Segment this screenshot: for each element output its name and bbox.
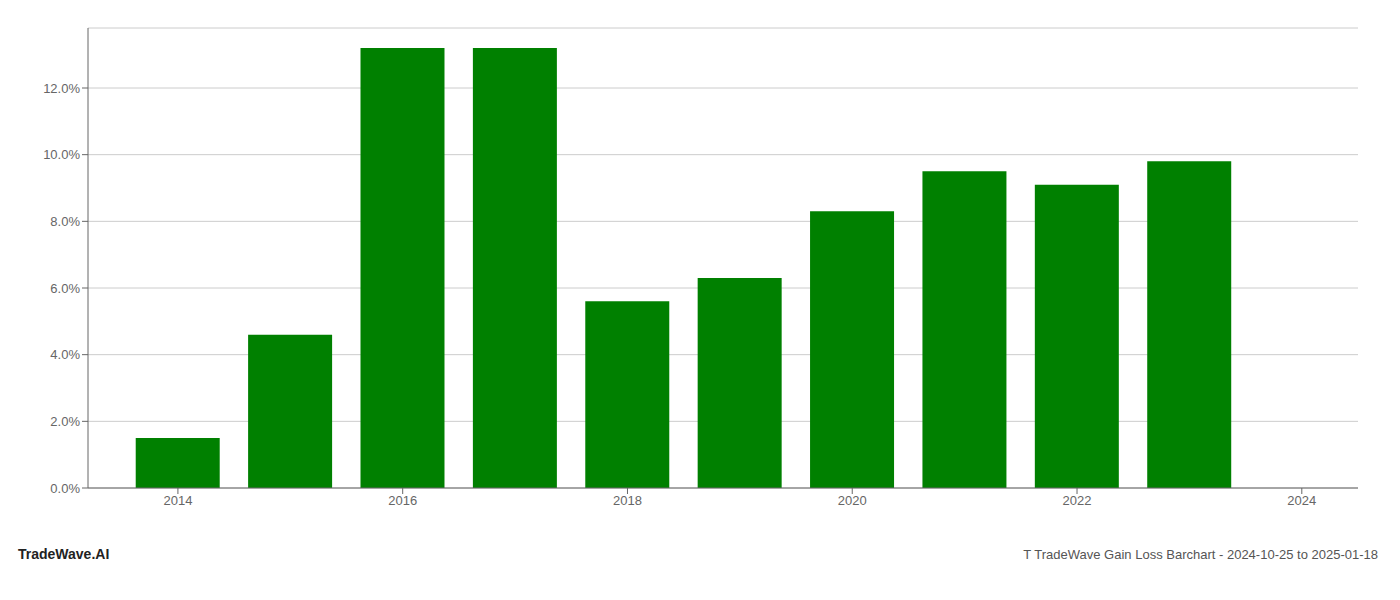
- html-text:T TradeWave Gain Loss Barchart: T TradeWave Gain Loss Barchart - 2024-10…: [1023, 547, 1378, 562]
- svg-text:6.0%: 6.0%: [50, 281, 80, 296]
- svg-text:2016: 2016: [388, 493, 417, 508]
- html-text:TradeWave.AI: TradeWave.AI: [18, 546, 110, 562]
- svg-text:4.0%: 4.0%: [50, 347, 80, 362]
- svg-text:2.0%: 2.0%: [50, 414, 80, 429]
- svg-text:0.0%: 0.0%: [50, 481, 80, 496]
- svg-text:2022: 2022: [1063, 493, 1092, 508]
- svg-text:2014: 2014: [163, 493, 192, 508]
- svg-text:10.0%: 10.0%: [43, 147, 80, 162]
- svg-text:8.0%: 8.0%: [50, 214, 80, 229]
- svg-text:2018: 2018: [613, 493, 642, 508]
- svg-text:2020: 2020: [838, 493, 867, 508]
- svg-text:2024: 2024: [1287, 493, 1316, 508]
- svg-text:12.0%: 12.0%: [43, 81, 80, 96]
